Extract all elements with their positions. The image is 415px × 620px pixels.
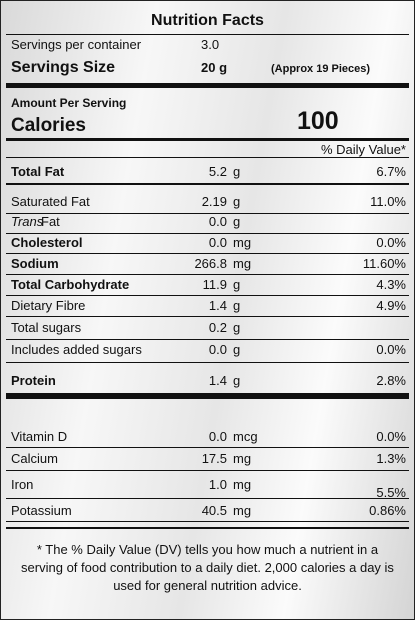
nutrient-unit: g: [233, 164, 241, 179]
nutrient-prefix: Trans: [11, 214, 44, 229]
rule: [6, 183, 409, 185]
rule: [6, 295, 409, 296]
daily-value: 0.0%: [376, 342, 406, 357]
daily-value: 0.0%: [376, 235, 406, 250]
nutrient-name: Total sugars: [11, 320, 82, 335]
nutrient-amount: 17.5: [201, 451, 227, 466]
servings-per-container: 3.0: [201, 37, 220, 52]
nutrient-unit: g: [233, 214, 241, 229]
rule: [6, 253, 409, 254]
nutrient-amount: 40.5: [201, 503, 227, 518]
nutrient-name: Total Fat: [11, 164, 65, 179]
rule: [6, 213, 409, 214]
daily-value-header: % Daily Value*: [320, 142, 406, 157]
nutrient-name: Total Carbohydrate: [11, 277, 130, 292]
serving-size: 20 g: [201, 60, 228, 75]
rule: [6, 138, 409, 141]
daily-value: 0.86%: [369, 503, 406, 518]
daily-value: 4.3%: [376, 277, 406, 292]
rule: [6, 233, 409, 234]
calories-label: Calories: [11, 115, 86, 136]
nutrient-unit: g: [233, 320, 241, 335]
footnote: * The % Daily Value (DV) tells you how m…: [21, 542, 394, 593]
nutrient-amount: 0.0: [208, 342, 227, 357]
nutrient-name: Calcium: [11, 451, 58, 466]
rule: [6, 339, 409, 340]
nutrient-name: Dietary Fibre: [11, 298, 86, 313]
nutrient-amount: 1.0: [208, 477, 227, 492]
nutrient-unit: mcg: [233, 429, 258, 444]
nutrient-unit: mg: [233, 451, 252, 466]
nutrient-name: Includes added sugars: [11, 342, 142, 357]
nutrient-name: Cholesterol: [11, 235, 83, 250]
title: Nutrition Facts: [151, 12, 264, 29]
daily-value: 2.8%: [376, 373, 406, 388]
amount-per-serving: Amount Per Serving: [11, 96, 127, 110]
rule: [6, 498, 409, 499]
rule: [6, 521, 409, 522]
daily-value: 6.7%: [376, 164, 406, 179]
daily-value: 11.0%: [370, 194, 406, 209]
nutrient-amount: 1.4: [208, 373, 227, 388]
nutrient-name: Iron: [11, 477, 34, 492]
calories-value: 100: [297, 107, 339, 135]
nutrient-amount: 0.2: [208, 320, 227, 335]
nutrient-amount: 1.4: [208, 298, 227, 313]
rule: [6, 34, 409, 35]
rule: [6, 362, 409, 363]
nutrient-amount: 0.0: [208, 214, 227, 229]
nutrient-amount: 11.9: [202, 277, 227, 292]
rule: [6, 470, 409, 471]
nutrient-name: Protein: [11, 373, 56, 388]
nutrient-amount: 5.2: [208, 164, 227, 179]
nutrient-unit: g: [233, 373, 241, 388]
nutrient-name: Saturated Fat: [11, 194, 90, 209]
rule: [6, 393, 409, 399]
rule: [6, 447, 409, 448]
serving-size-note: (Approx 19 Pieces): [271, 63, 371, 75]
rule: [6, 527, 409, 529]
nutrient-unit: mg: [233, 477, 252, 492]
daily-value: 5.5%: [376, 485, 406, 500]
nutrient-unit: mg: [233, 503, 252, 518]
nutrient-name: Potassium: [11, 503, 72, 518]
nutrient-amount: 266.8: [194, 256, 227, 271]
nutrient-unit: g: [233, 277, 241, 292]
nutrient-name: Fat: [41, 214, 60, 229]
nutrient-unit: g: [233, 342, 241, 357]
nutrient-unit: g: [233, 194, 241, 209]
nutrient-unit: mg: [233, 235, 252, 250]
nutrient-name: Sodium: [11, 256, 59, 271]
rule: [6, 274, 409, 275]
nutrient-amount: 0.0: [208, 429, 227, 444]
rule: [6, 83, 409, 88]
daily-value: 4.9%: [376, 298, 406, 313]
nutrient-name: Vitamin D: [11, 429, 68, 444]
nutrient-unit: mg: [233, 256, 252, 271]
nutrient-amount: 0.0: [208, 235, 227, 250]
rule: [6, 157, 409, 158]
daily-value: 0.0%: [376, 429, 406, 444]
daily-value: 1.3%: [376, 451, 406, 466]
serving-size-label: Servings Size: [11, 59, 116, 76]
nutrient-unit: g: [233, 298, 241, 313]
rule: [6, 316, 409, 317]
daily-value: 11.60%: [362, 256, 406, 271]
nutrient-amount: 2.19: [201, 194, 227, 209]
servings-per-container-label: Servings per container: [11, 37, 142, 52]
